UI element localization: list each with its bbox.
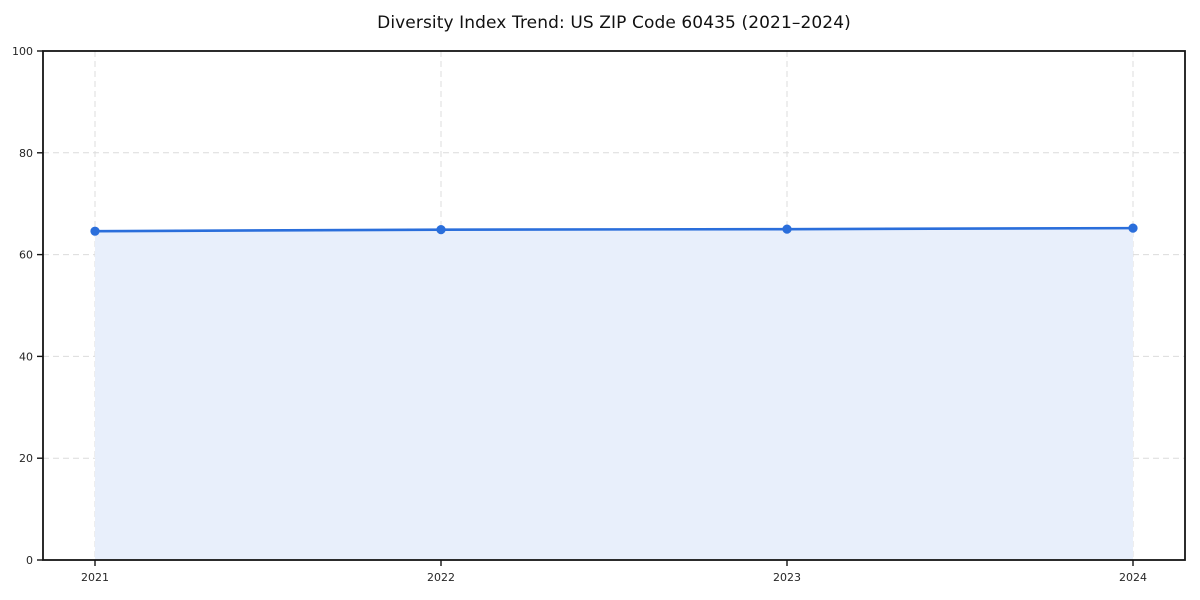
y-tick-label: 0 xyxy=(26,554,33,567)
x-tick-label: 2023 xyxy=(773,571,801,584)
y-tick-label: 100 xyxy=(12,45,33,58)
x-tick-label: 2022 xyxy=(427,571,455,584)
y-tick-label: 20 xyxy=(19,452,33,465)
axes-frame xyxy=(42,50,1186,561)
y-tick-label: 80 xyxy=(19,147,33,160)
x-tick-label: 2021 xyxy=(81,571,109,584)
data-point xyxy=(782,224,792,234)
data-point xyxy=(1128,223,1138,233)
data-point xyxy=(90,226,100,236)
y-tick-label: 60 xyxy=(19,249,33,262)
y-tick-label: 40 xyxy=(19,350,33,363)
chart-title: Diversity Index Trend: US ZIP Code 60435… xyxy=(377,13,851,33)
area-fill xyxy=(95,228,1133,560)
x-tick-label: 2024 xyxy=(1119,571,1147,584)
trend-line xyxy=(93,226,1135,233)
data-point xyxy=(436,225,446,235)
